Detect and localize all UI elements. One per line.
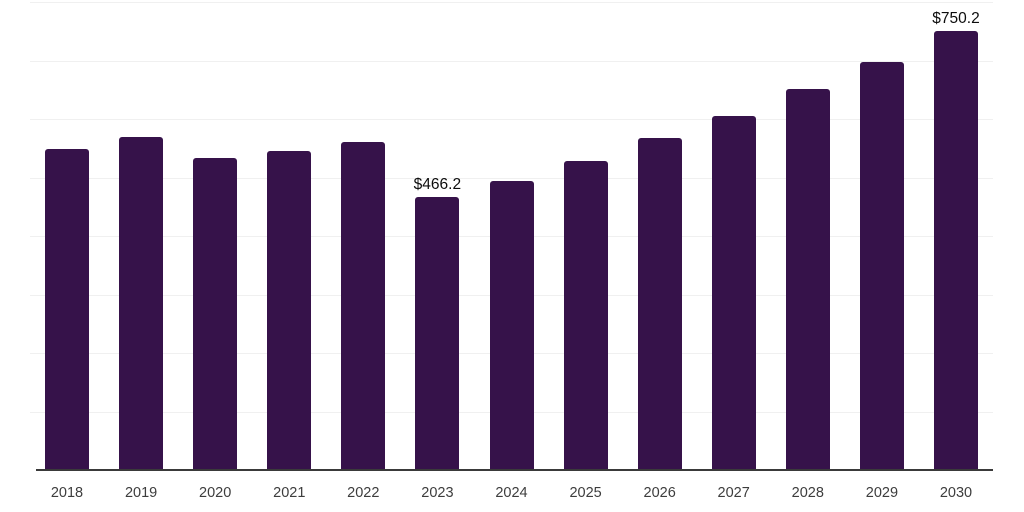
gridline-600 [30,119,993,120]
bar-2029[interactable] [859,61,904,470]
x-tick-label-2023: 2023 [421,485,454,501]
bar-2024[interactable] [489,181,534,470]
x-tick-label-2024: 2024 [495,485,528,501]
bar-2026[interactable] [637,138,682,470]
gridline-700 [30,60,993,62]
x-tick-label-2018: 2018 [50,485,84,501]
x-tick-label-2030: 2030 [939,485,973,501]
x-tick-label-2029: 2029 [865,485,899,501]
bar-2027[interactable] [711,115,756,470]
gridline-500 [30,177,993,179]
bar-2022[interactable] [341,142,386,470]
bar-2019[interactable] [119,136,164,470]
bar-2023[interactable] [415,197,460,470]
bar-2028[interactable] [785,89,830,470]
x-tick-label-2025: 2025 [569,485,602,501]
x-tick-label-2028: 2028 [791,485,824,501]
bar-2030[interactable] [934,31,978,470]
bar-2025[interactable] [563,160,608,470]
gridline-800 [30,2,993,3]
x-axis-line [36,469,993,471]
bar-value-label-2023: $466.2 [413,176,462,194]
bar-value-label-2030: $750.2 [932,10,980,28]
x-tick-label-2026: 2026 [643,485,676,501]
bar-2020[interactable] [193,158,238,470]
bar-2018[interactable] [45,148,89,470]
x-tick-label-2020: 2020 [199,485,232,501]
x-tick-label-2021: 2021 [273,485,306,501]
x-tick-label-2027: 2027 [717,485,750,501]
x-tick-label-2022: 2022 [347,485,380,501]
x-tick-label-2019: 2019 [124,485,158,501]
bar-2021[interactable] [267,150,312,470]
